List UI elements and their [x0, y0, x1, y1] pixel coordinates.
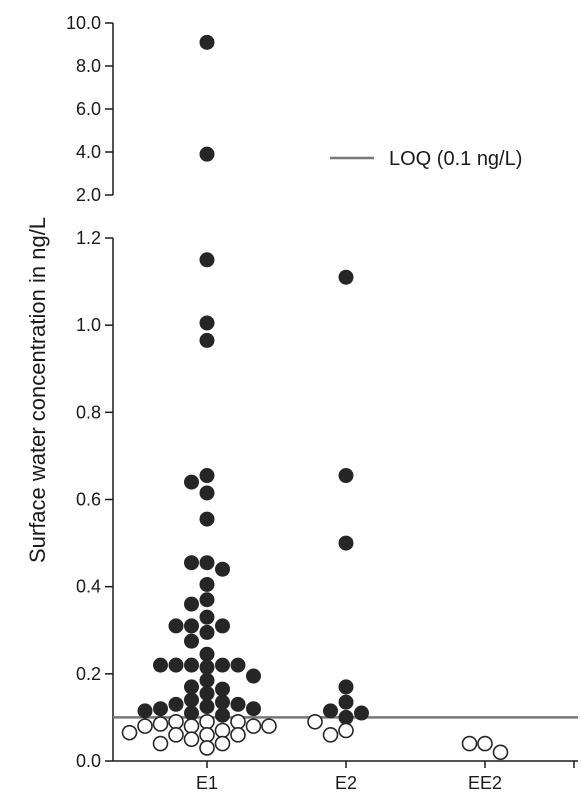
data-point-open-ee2 — [477, 735, 493, 752]
data-point-filled-e1 — [184, 555, 199, 571]
data-point-open-e1 — [199, 727, 215, 743]
data-point-filled-e1 — [199, 624, 215, 640]
data-point-open-e1 — [121, 724, 138, 741]
data-point-open-e2 — [307, 713, 323, 730]
data-point-filled-e1 — [215, 694, 230, 710]
y-tick-label-0.0: 0.0 — [76, 751, 101, 771]
y-tick-label-4.0: 4.0 — [76, 142, 101, 162]
data-point-filled-e1 — [230, 657, 246, 673]
data-point-filled-e1 — [137, 703, 153, 719]
data-point-filled-e1 — [199, 699, 215, 715]
data-point-filled-e1 — [153, 701, 168, 717]
x-tick-label-e1: E1 — [196, 773, 218, 793]
data-points-group — [121, 34, 509, 761]
data-point-open-ee2 — [492, 744, 509, 761]
data-point-filled-e1 — [168, 696, 184, 712]
data-point-filled-e1 — [199, 609, 215, 625]
data-point-filled-e1 — [184, 618, 199, 634]
data-point-open-e1 — [183, 731, 200, 748]
y-tick-label-2.0: 2.0 — [76, 185, 101, 205]
data-point-filled-e1 — [230, 696, 246, 712]
data-point-filled-e1 — [199, 146, 215, 162]
data-point-filled-e2 — [338, 679, 354, 695]
data-point-open-e1 — [261, 718, 277, 734]
data-point-filled-e1 — [246, 701, 261, 717]
data-point-open-e1 — [199, 713, 215, 730]
y-axis-title: Surface water concentration in ng/L — [25, 217, 50, 563]
data-point-open-e2 — [322, 727, 339, 743]
data-point-filled-e1 — [215, 561, 230, 577]
data-point-open-e1 — [137, 718, 153, 734]
data-point-open-e1 — [168, 727, 184, 743]
data-point-filled-e1 — [184, 474, 199, 490]
data-point-open-e1 — [199, 740, 215, 756]
data-point-filled-e2 — [338, 709, 354, 725]
data-point-filled-e1 — [199, 332, 215, 348]
data-point-filled-e1 — [199, 646, 215, 662]
data-point-filled-e1 — [215, 681, 230, 697]
y-tick-label-1.0: 1.0 — [76, 315, 101, 335]
data-point-filled-e1 — [184, 705, 199, 721]
data-point-filled-e1 — [199, 252, 215, 268]
data-point-filled-e1 — [184, 596, 199, 612]
data-point-filled-e1 — [168, 618, 184, 634]
data-point-filled-e1 — [199, 485, 215, 501]
data-point-filled-e1 — [199, 468, 215, 484]
legend: LOQ (0.1 ng/L) — [330, 148, 522, 170]
data-point-filled-e1 — [199, 315, 215, 331]
data-point-filled-e1 — [168, 657, 184, 673]
data-point-filled-e1 — [184, 657, 199, 673]
y-tick-label-0.2: 0.2 — [76, 664, 101, 684]
data-point-open-e1 — [152, 735, 169, 752]
data-point-open-e2 — [338, 722, 354, 739]
y-tick-label-1.2: 1.2 — [76, 228, 101, 248]
data-point-filled-e1 — [184, 633, 199, 649]
y-tick-label-0.8: 0.8 — [76, 402, 101, 422]
x-tick-label-ee2: EE2 — [468, 773, 502, 793]
data-point-filled-e1 — [184, 679, 199, 695]
data-point-filled-e1 — [199, 659, 215, 675]
data-point-filled-e1 — [199, 576, 215, 592]
y-tick-label-0.6: 0.6 — [76, 490, 101, 510]
data-point-open-e1 — [230, 713, 246, 730]
data-point-filled-e2 — [354, 705, 369, 721]
legend-label: LOQ (0.1 ng/L) — [389, 148, 522, 170]
axes-group: E1 E2 EE2 0.0 0.2 0.4 0.6 0.8 1.0 1.2 2.0 4.0 6.0 8.0… — [66, 13, 578, 793]
data-point-open-e1 — [230, 727, 246, 743]
data-point-filled-e1 — [199, 555, 215, 571]
data-point-open-e1 — [152, 716, 169, 732]
data-point-filled-e1 — [199, 511, 215, 527]
data-point-filled-e1 — [199, 685, 215, 701]
data-point-open-ee2 — [461, 735, 478, 752]
data-point-open-e1 — [183, 718, 200, 734]
data-point-filled-e1 — [199, 592, 215, 608]
data-point-open-e1 — [214, 735, 231, 752]
data-point-filled-e1 — [215, 707, 230, 723]
data-point-filled-e1 — [199, 34, 215, 50]
data-point-filled-e1 — [199, 672, 215, 688]
data-point-open-e1 — [214, 722, 231, 739]
data-point-filled-e2 — [338, 535, 354, 551]
data-point-filled-e2 — [338, 694, 354, 710]
data-point-filled-e1 — [215, 657, 230, 673]
y-tick-label-6.0: 6.0 — [76, 99, 101, 119]
data-point-filled-e2 — [323, 703, 338, 719]
data-point-filled-e1 — [246, 668, 261, 684]
data-point-filled-e1 — [184, 692, 199, 708]
data-point-filled-e2 — [338, 269, 354, 285]
y-tick-label-10.0: 10.0 — [66, 13, 101, 33]
data-point-filled-e1 — [215, 618, 230, 634]
data-point-filled-e1 — [153, 657, 168, 673]
data-point-filled-e2 — [338, 468, 354, 484]
y-tick-label-0.4: 0.4 — [76, 577, 101, 597]
data-point-open-e1 — [245, 718, 262, 734]
data-point-open-e1 — [168, 713, 184, 730]
x-tick-label-e2: E2 — [335, 773, 357, 793]
y-tick-label-8.0: 8.0 — [76, 56, 101, 76]
